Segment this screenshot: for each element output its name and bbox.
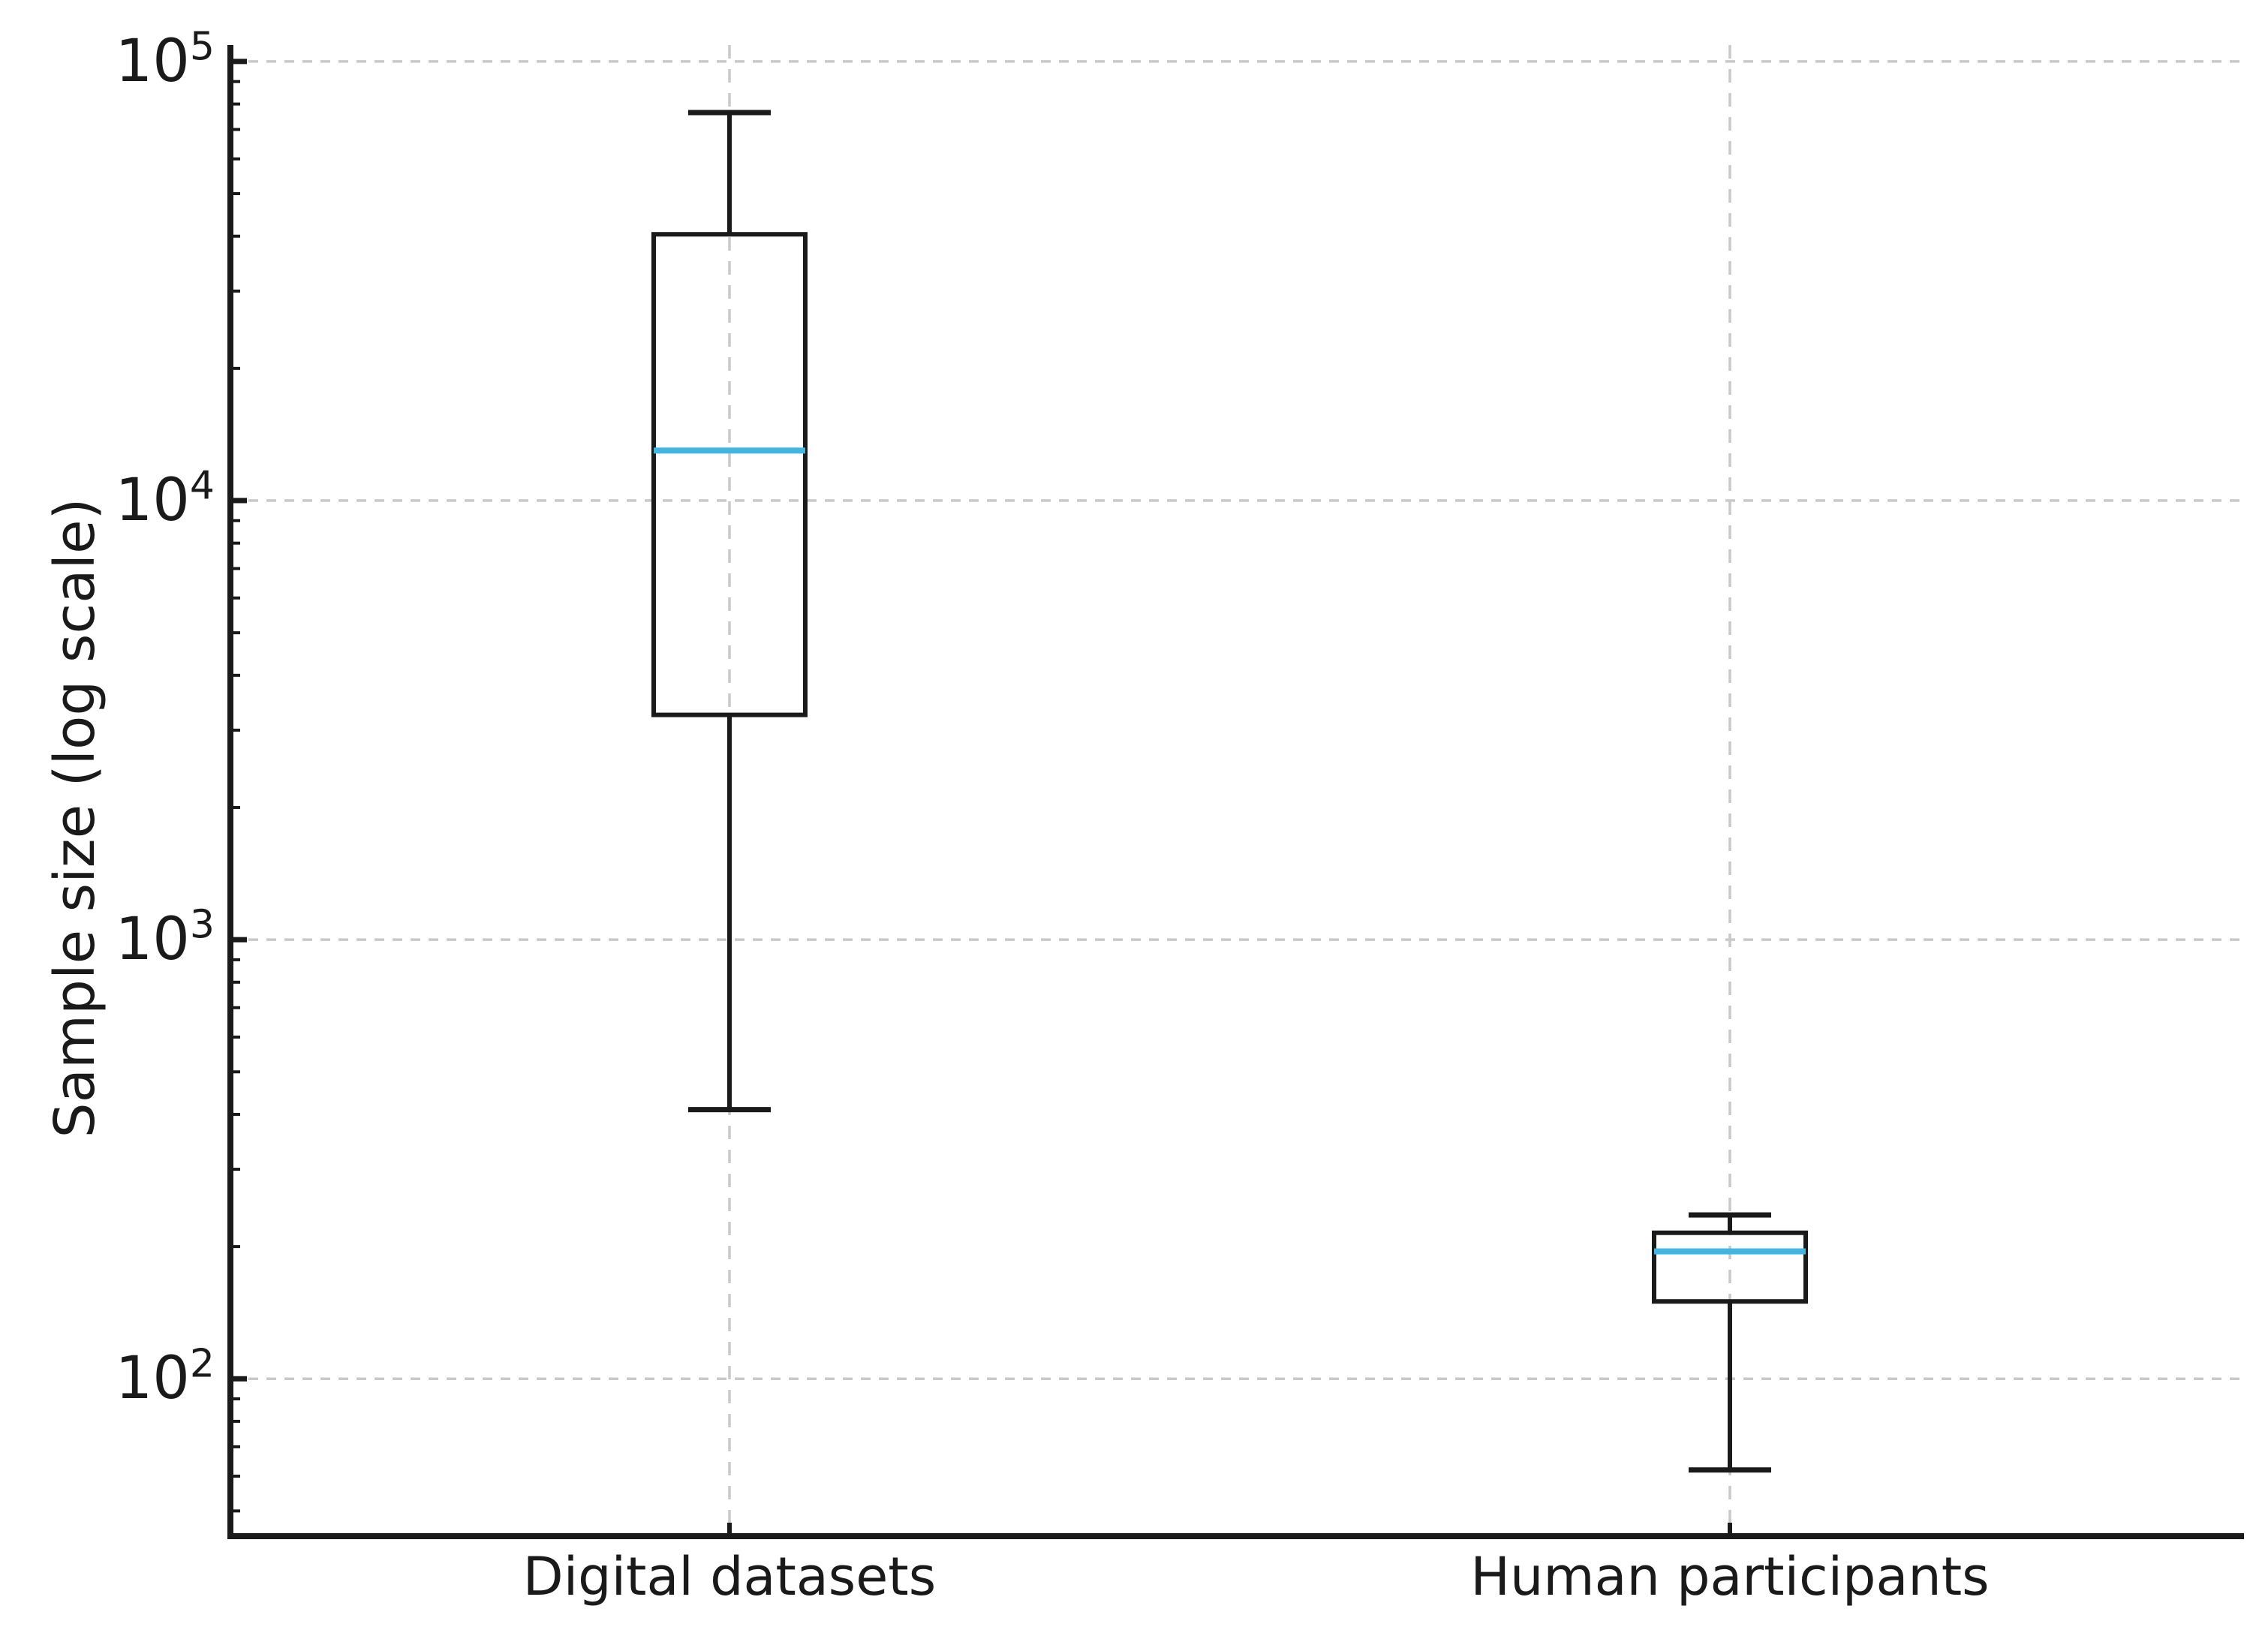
- x-category-label-digital-datasets: Digital datasets: [522, 1546, 937, 1607]
- y-tick-base: 10: [115, 1345, 190, 1413]
- y-tick-base: 10: [115, 906, 190, 974]
- iqr-box: [651, 232, 808, 717]
- y-axis-label: Sample size (log scale): [43, 498, 107, 1138]
- y-tick-base: 10: [115, 27, 190, 95]
- x-category-label-human-participants: Human participants: [1470, 1546, 1990, 1607]
- y-tick-exponent: 4: [189, 463, 215, 509]
- y-tick-exponent: 3: [189, 902, 215, 948]
- y-tick-exponent: 2: [189, 1341, 215, 1387]
- y-tick-exponent: 5: [189, 24, 215, 70]
- y-tick-label-1e3: 103: [20, 905, 215, 969]
- iqr-box: [1652, 1230, 1808, 1304]
- y-tick-label-1e5: 105: [20, 27, 215, 91]
- y-tick-base: 10: [115, 466, 190, 534]
- y-tick-label-1e4: 104: [20, 466, 215, 530]
- y-tick-label-1e2: 102: [20, 1345, 215, 1409]
